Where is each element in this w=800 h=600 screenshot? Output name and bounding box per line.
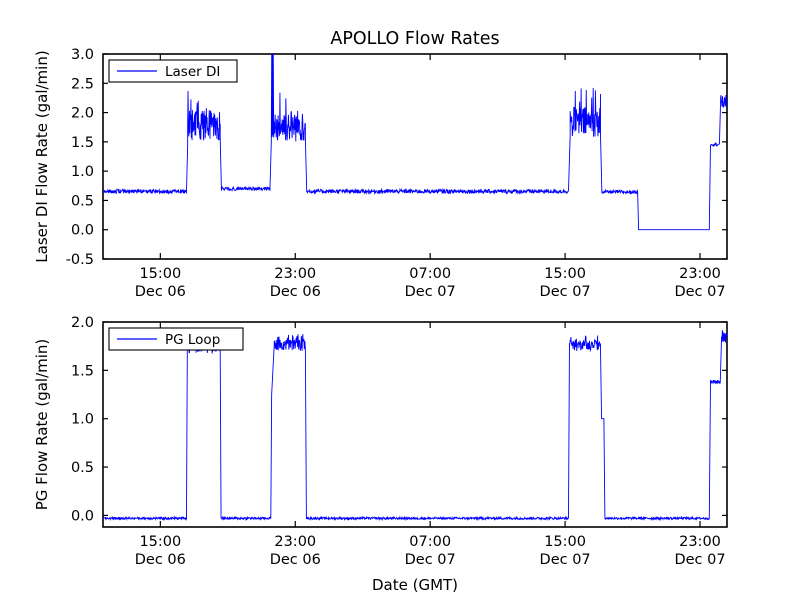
panel-laser-di-panel: -0.5 0.0 0.5 1.0 1.5 2.0 2.5 3.0 15:00 Dec 06 23:0… xyxy=(33,29,728,300)
y-tick-label: 2.0 xyxy=(71,315,94,331)
x-tick-label: 23:00 xyxy=(679,534,721,550)
x-tick-label: 15:00 xyxy=(544,534,586,550)
legend-box xyxy=(108,59,238,83)
x-tick-sublabel: Dec 07 xyxy=(405,552,456,568)
legend-entry-label: PG Loop xyxy=(165,332,220,348)
series-line-laser-di xyxy=(102,53,728,231)
y-tick-label: 3.0 xyxy=(71,47,94,63)
x-tick-label: 07:00 xyxy=(409,534,451,550)
y-tick-label: 0.5 xyxy=(71,460,94,476)
x-tick-sublabel: Dec 07 xyxy=(674,284,725,300)
y-tick-label: -0.5 xyxy=(66,252,94,268)
y-axis-label: Laser DI Flow Rate (gal/min) xyxy=(33,50,51,262)
x-tick-sublabel: Dec 07 xyxy=(674,552,725,568)
x-tick-sublabel: Dec 06 xyxy=(135,552,186,568)
series-line-pg-loop xyxy=(102,330,728,522)
x-tick-sublabel: Dec 06 xyxy=(135,284,186,300)
x-axis-label: Date (GMT) xyxy=(372,576,458,594)
panel-pg-loop-panel: 0.0 0.5 1.0 1.5 2.0 15:00 Dec 06 23:00 Dec 06 07:… xyxy=(33,315,728,594)
x-tick-label: 15:00 xyxy=(139,266,181,282)
y-tick-label: 0.0 xyxy=(71,223,94,239)
plot-frame xyxy=(102,321,728,528)
legend-entry-label: Laser DI xyxy=(165,64,220,80)
plot-frame xyxy=(102,53,728,260)
y-tick-label: 0.0 xyxy=(71,508,94,524)
x-tick-sublabel: Dec 07 xyxy=(540,284,591,300)
y-tick-label: 1.0 xyxy=(71,164,94,180)
y-tick-label: 1.0 xyxy=(71,412,94,428)
x-tick-sublabel: Dec 07 xyxy=(540,552,591,568)
x-tick-label: 15:00 xyxy=(544,266,586,282)
x-tick-label: 23:00 xyxy=(274,266,316,282)
legend[interactable]: PG Loop xyxy=(108,327,244,351)
legend-box xyxy=(108,327,244,351)
x-tick-sublabel: Dec 06 xyxy=(270,284,321,300)
y-tick-label: 2.5 xyxy=(71,76,94,92)
x-tick-sublabel: Dec 07 xyxy=(405,284,456,300)
chart-title: APOLLO Flow Rates xyxy=(330,29,499,49)
legend[interactable]: Laser DI xyxy=(108,59,238,83)
y-tick-label: 1.5 xyxy=(71,135,94,151)
x-tick-label: 07:00 xyxy=(409,266,451,282)
y-tick-label: 0.5 xyxy=(71,193,94,209)
y-tick-label: 1.5 xyxy=(71,363,94,379)
y-axis-label: PG Flow Rate (gal/min) xyxy=(33,339,51,511)
x-tick-label: 23:00 xyxy=(679,266,721,282)
y-tick-label: 2.0 xyxy=(71,106,94,122)
x-tick-label: 15:00 xyxy=(139,534,181,550)
x-tick-label: 23:00 xyxy=(274,534,316,550)
x-tick-sublabel: Dec 06 xyxy=(270,552,321,568)
